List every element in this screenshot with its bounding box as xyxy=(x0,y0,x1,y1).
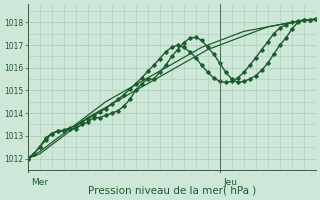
Text: Mer: Mer xyxy=(32,178,49,187)
X-axis label: Pression niveau de la mer( hPa ): Pression niveau de la mer( hPa ) xyxy=(88,186,256,196)
Text: Jeu: Jeu xyxy=(224,178,238,187)
